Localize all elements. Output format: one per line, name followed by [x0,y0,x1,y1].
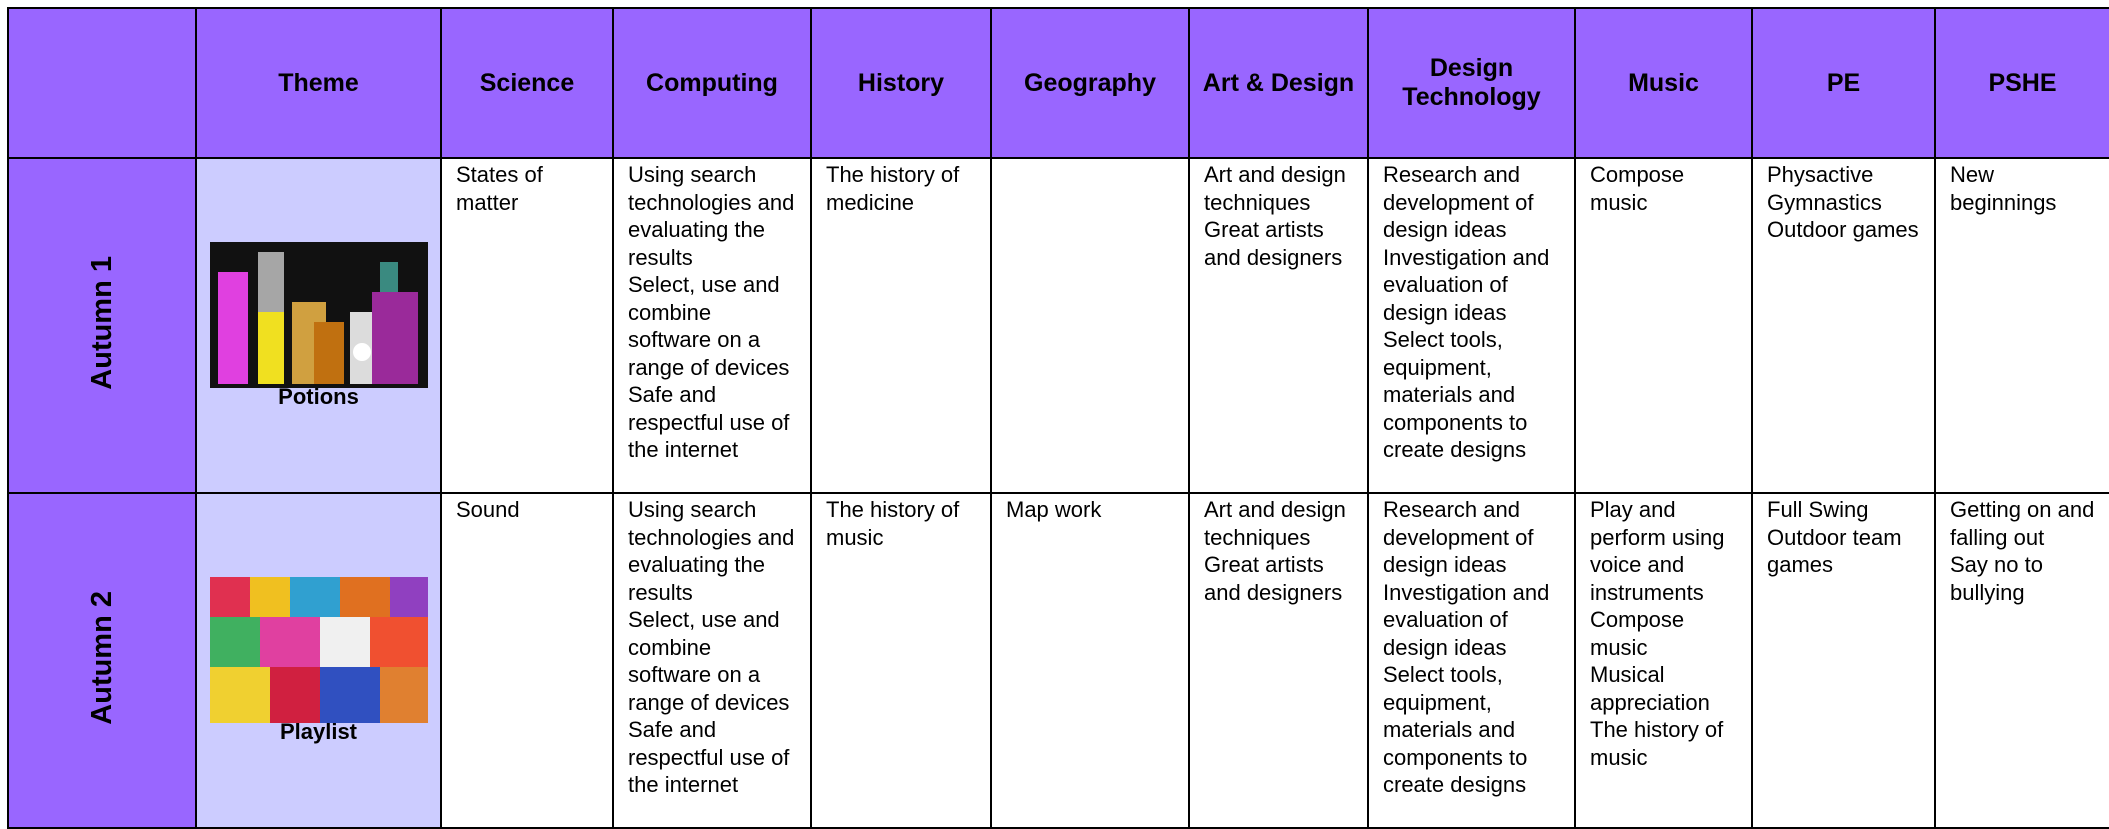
topic-item: Select tools, equipment, materials and c… [1383,327,1528,462]
topic-item: Sound [456,497,520,522]
column-header: Design Technology [1367,7,1576,159]
subject-cell: Sound [440,492,614,829]
corner-cell [7,7,197,159]
subject-cell: Art and design techniques Great artists a… [1188,157,1369,494]
topic-item: Using search technologies and evaluating… [628,497,795,605]
theme-cell: Playlist [195,492,442,829]
column-header: PE [1751,7,1936,159]
subject-cell: Research and development of design ideas… [1367,157,1576,494]
topic-item: New beginnings [1950,162,2057,215]
subject-cell: Map work [990,492,1190,829]
topic-item: Compose music [1590,162,1685,215]
topic-item: Investigation and evaluation of design i… [1383,244,1550,325]
column-header: Computing [612,7,812,159]
column-header: Music [1574,7,1753,159]
topic-item: Getting on and falling out [1950,497,2095,550]
column-header: Science [440,7,614,159]
subject-cell: The history of medicine [810,157,992,494]
term-row: Autumn 1 Potions States of matter Using se… [7,157,2109,494]
subject-cell: Getting on and falling out Say no to bull… [1934,492,2109,829]
subject-cell [990,157,1190,494]
theme-label: Playlist [279,718,358,744]
term-label: Autumn 2 [85,591,118,725]
topic-item: Select tools, equipment, materials and c… [1383,662,1528,797]
topic-item: Compose music [1590,607,1685,660]
topic-item: States of matter [456,162,543,215]
topic-item: Select, use and combine software on a ra… [628,607,790,715]
topic-item: Full Swing [1767,497,1869,522]
theme-image [209,241,428,388]
term-cell: Autumn 2 [7,492,197,829]
topic-item: Outdoor team games [1767,524,1902,578]
topic-item: Select, use and combine software on a ra… [628,272,790,380]
subject-cell: Full Swing Outdoor team games [1751,492,1936,829]
topic-item: The history of music [1590,717,1724,770]
topic-item: The history of medicine [826,162,960,215]
subject-cell: Using search technologies and evaluating… [612,157,812,494]
subject-cell: Play and perform using voice and instrum… [1574,492,1753,829]
topic-item: Map work [1006,497,1102,522]
topic-item: Safe and respectful use of the internet [628,382,790,462]
subject-cell: Research and development of design ideas… [1367,492,1576,829]
theme-label: Potions [278,383,359,409]
topic-item: Art and design techniques [1204,162,1346,215]
curriculum-table: Theme Science Computing History Geography Art… [7,7,2109,829]
topic-item: Outdoor games [1767,217,1919,242]
column-header: Geography [990,7,1190,159]
subject-cell: New beginnings [1934,157,2109,494]
topic-item: Investigation and evaluation of design i… [1383,579,1550,660]
theme-image [209,576,428,723]
column-header: Theme [195,7,442,159]
topic-item: Musical appreciation [1590,662,1710,715]
topic-item: Great artists and designers [1204,217,1343,270]
column-header: History [810,7,992,159]
topic-item: Great artists and designers [1204,552,1343,605]
subject-cell: Physactive Gymnastics Outdoor games [1751,157,1936,494]
header-row: Theme Science Computing History Geography Art… [7,7,2109,159]
column-header: Art & Design [1188,7,1369,159]
subject-cell: Art and design techniques Great artists a… [1188,492,1369,829]
term-cell: Autumn 1 [7,157,197,494]
theme-cell: Potions [195,157,442,494]
subject-cell: Using search technologies and evaluating… [612,492,812,829]
subject-cell: Compose music [1574,157,1753,494]
topic-item: Art and design techniques [1204,497,1346,550]
term-row: Autumn 2 Playlist Sound Using search techn… [7,492,2109,829]
topic-item: Gymnastics [1767,189,1882,215]
topic-item: The history of music [826,497,960,550]
topic-item: Using search technologies and evaluating… [628,162,795,270]
subject-cell: The history of music [810,492,992,829]
term-label: Autumn 1 [85,256,118,390]
topic-item: Play and perform using voice and instrum… [1590,497,1725,605]
topic-item: Research and development of design ideas [1383,497,1534,577]
topic-item: Research and development of design ideas [1383,162,1534,242]
column-header: PSHE [1934,7,2109,159]
topic-item: Physactive [1767,162,1874,187]
subject-cell: States of matter [440,157,614,494]
topic-item: Say no to bullying [1950,552,2043,605]
topic-item: Safe and respectful use of the internet [628,717,790,797]
